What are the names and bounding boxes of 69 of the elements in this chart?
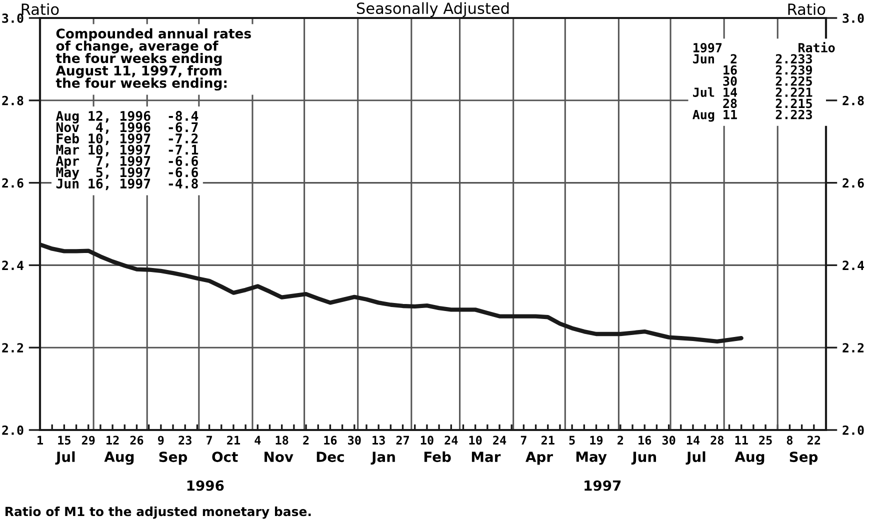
y-tick-label: 2.0 xyxy=(2,425,24,435)
x2-tick-label: Feb xyxy=(424,451,451,462)
x-tick-label: 10 xyxy=(420,436,434,445)
y2-axis-title: Ratio xyxy=(788,3,826,16)
x2-tick-label: Aug xyxy=(104,452,134,465)
x2-tick-label: Dec xyxy=(316,452,344,462)
x-tick-label: 15 xyxy=(58,436,70,445)
y2-tick-label: 2.0 xyxy=(842,425,864,435)
x-tick-label: 21 xyxy=(227,436,240,445)
chart-title: Seasonally Adjusted xyxy=(356,2,509,18)
x-tick-label: 28 xyxy=(710,436,724,445)
y2-tick-label: 2.2 xyxy=(842,343,864,352)
y-axis-title: Ratio xyxy=(22,3,59,16)
x2-tick-label: Jul xyxy=(55,451,75,465)
y2-tick-label: 2.8 xyxy=(842,96,864,106)
x2-tick-label: Oct xyxy=(212,452,238,462)
y-tick-label: 3.0 xyxy=(2,13,24,23)
x-tick-label: 13 xyxy=(372,436,385,445)
x2-tick-label: May xyxy=(576,452,607,465)
y2-tick-label: 2.4 xyxy=(842,260,864,270)
x-tick-label: 10 xyxy=(469,436,482,445)
x-tick-label: 11 xyxy=(735,436,748,445)
x-tick-label: 8 xyxy=(786,436,793,445)
x-tick-label: 27 xyxy=(396,436,409,445)
x2-tick-label: Apr xyxy=(526,452,553,465)
x-tick-label: 16 xyxy=(638,436,652,445)
x2-tick-label: Aug xyxy=(734,452,764,465)
x-tick-label: 21 xyxy=(541,436,554,445)
annotation: 1997 Ratio Jun 2 2.233 16 2.239 30 2.225 Jul 14 2.221 28 2.215 Aug 11 2.223 xyxy=(692,42,835,122)
x-tick-label: 24 xyxy=(444,436,458,445)
annotation: Compounded annual rates of change, average of the four weeks ending August 11, 1997, from the four weeks ending: xyxy=(56,28,251,91)
text: 1997 xyxy=(584,480,621,491)
x-tick-label: 1 xyxy=(38,436,43,445)
x-tick-label: 7 xyxy=(206,436,212,445)
x-tick-label: 30 xyxy=(348,436,361,445)
x2-tick-label: Jan xyxy=(370,452,395,465)
x-tick-label: 7 xyxy=(520,436,526,445)
x-tick-label: 22 xyxy=(807,436,820,445)
y-tick-label: 2.4 xyxy=(2,260,24,270)
annotation: Aug 12, 1996 -8.4 Nov 4, 1996 -6.7 Feb 10, 1997 -7.2 Mar 10, 1997 -7.1 Apr 7, 1997 -6.6 May 5, 1997 -6.6 Jun 16, 1997 -4.8 xyxy=(56,110,198,190)
x-tick-label: 26 xyxy=(130,436,144,445)
x2-tick-label: Mar xyxy=(472,452,501,462)
x2-tick-label: Nov xyxy=(264,452,294,462)
x2-tick-label: Sep xyxy=(159,452,188,465)
x-tick-label: 24 xyxy=(493,436,506,445)
x-tick-label: 29 xyxy=(82,436,95,445)
x-tick-label: 14 xyxy=(686,436,700,445)
x2-tick-label: Jun xyxy=(631,452,656,465)
x-tick-label: 23 xyxy=(178,436,192,445)
x-tick-label: 16 xyxy=(324,436,337,445)
y-tick-label: 2.2 xyxy=(2,343,23,352)
x-tick-label: 4 xyxy=(254,436,261,445)
y2-tick-label: 3.0 xyxy=(842,13,864,23)
x-tick-label: 19 xyxy=(590,436,603,445)
x-tick-label: 5 xyxy=(569,436,575,445)
x-tick-label: 2 xyxy=(303,436,309,445)
x2-tick-label: Jul xyxy=(686,451,706,465)
text: Ratio of M1 to the adjusted monetary base. xyxy=(6,506,311,519)
text: 1996 xyxy=(187,480,224,491)
x-tick-label: 9 xyxy=(158,436,164,445)
x-tick-label: 18 xyxy=(276,436,288,445)
x2-tick-label: Sep xyxy=(790,452,818,465)
y2-tick-label: 2.6 xyxy=(842,178,864,188)
x-tick-label: 2 xyxy=(618,436,624,445)
x-tick-label: 12 xyxy=(106,436,119,445)
y-tick-label: 2.6 xyxy=(2,178,24,188)
x-tick-label: 30 xyxy=(662,436,676,445)
x-tick-label: 25 xyxy=(759,436,772,445)
y-tick-label: 2.8 xyxy=(2,96,24,106)
